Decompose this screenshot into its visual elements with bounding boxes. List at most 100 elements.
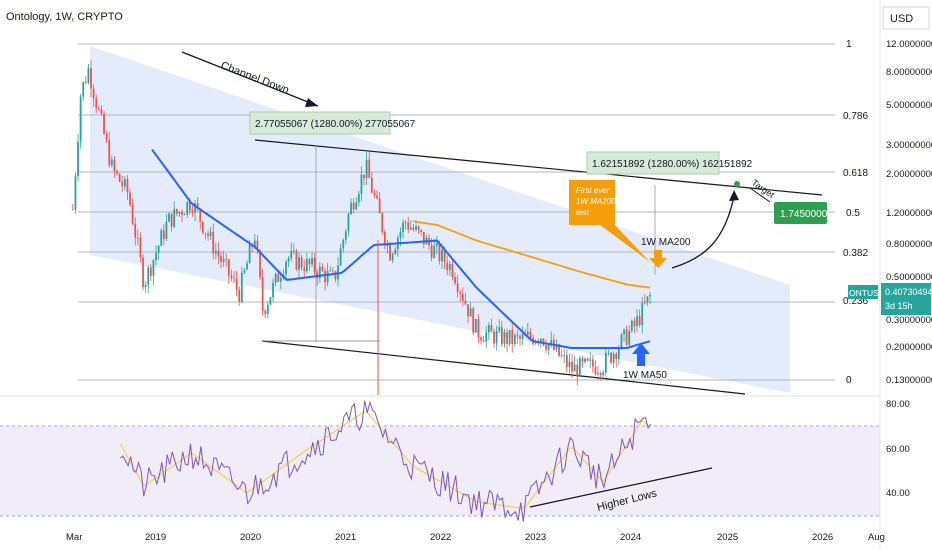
candle <box>602 372 605 376</box>
ma50-line[interactable] <box>151 148 651 349</box>
candle <box>394 249 397 255</box>
candle <box>360 174 363 194</box>
candle <box>264 310 267 315</box>
time-axis[interactable]: Mar 2019 2020 2021 2022 2023 2024 2025 2… <box>66 532 885 543</box>
candle <box>261 277 264 311</box>
candle <box>259 250 261 278</box>
price-scale[interactable] <box>880 0 932 550</box>
chart-title: Ontology, 1W, CRYPTO <box>6 11 123 23</box>
fib-label-0786: 0.786 <box>843 111 868 122</box>
candle <box>313 257 316 273</box>
channel-lower-line[interactable] <box>261 340 746 395</box>
candle <box>412 227 415 230</box>
candle <box>214 250 217 254</box>
candle <box>79 96 82 142</box>
price-tick: 0.20000000 <box>886 342 932 353</box>
candle <box>508 330 511 344</box>
channel-upper-line[interactable] <box>254 139 823 196</box>
candle <box>269 297 272 305</box>
candle <box>547 343 550 350</box>
candle <box>144 284 147 287</box>
last-price-countdown: 3d 15h <box>885 301 913 311</box>
candle <box>617 348 620 359</box>
ma200-down-arrow-icon <box>649 250 667 268</box>
candle <box>565 355 568 368</box>
candle <box>526 331 529 335</box>
candle <box>573 364 576 372</box>
rsi-band <box>0 426 880 516</box>
candle <box>152 259 155 276</box>
measure-2-box[interactable] <box>586 151 720 175</box>
ma50-up-arrow-icon <box>632 343 650 366</box>
candle <box>149 267 152 276</box>
price-tick: 0.13000000 <box>886 375 932 386</box>
candle <box>87 68 90 83</box>
price-tick: 3.00000000 <box>886 140 932 151</box>
candle <box>446 262 449 271</box>
candle <box>350 202 352 215</box>
candle <box>415 226 417 230</box>
price-tick: 1.20000000 <box>886 208 932 219</box>
last-price-tag[interactable] <box>881 283 931 315</box>
time-tick: 2020 <box>240 532 261 543</box>
candle <box>490 325 493 332</box>
candle <box>623 329 625 335</box>
projection-arrowhead <box>729 190 739 201</box>
candle <box>506 331 508 344</box>
rsi-line[interactable] <box>119 400 652 522</box>
candle <box>139 237 142 258</box>
symbol-tag-label: ONTUSD <box>849 288 885 298</box>
currency-label: USD <box>890 13 913 25</box>
price-axis-ticks: 12.00000000 8.00000000 5.00000000 3.0000… <box>886 39 932 386</box>
candle <box>84 82 87 83</box>
candle <box>555 344 558 350</box>
candle <box>649 294 651 297</box>
candle <box>318 266 321 279</box>
candle <box>636 316 638 327</box>
price-tick: 5.00000000 <box>886 100 932 111</box>
candle <box>71 209 74 210</box>
candle <box>105 133 108 140</box>
fib-label-05: 0.5 <box>846 208 860 219</box>
candle <box>344 231 347 240</box>
candle <box>586 358 589 361</box>
ma50-label: 1W MA50 <box>623 370 667 381</box>
measure-2-label: 1.62151892 (1280.00%) 162151892 <box>592 159 753 170</box>
candle <box>165 221 168 239</box>
candle <box>108 139 111 166</box>
candle <box>92 88 95 99</box>
candle <box>474 319 477 333</box>
candle <box>303 267 306 272</box>
candle <box>589 359 592 361</box>
candle <box>274 273 277 283</box>
candle <box>467 304 469 317</box>
candle <box>186 202 189 215</box>
candle <box>495 330 498 344</box>
candle <box>404 222 407 224</box>
candle <box>500 327 503 345</box>
time-tick: 2022 <box>430 532 451 543</box>
price-tick: 8.00000000 <box>886 67 932 78</box>
candle <box>131 204 134 224</box>
candle <box>90 68 92 89</box>
target-price-box[interactable] <box>774 202 827 224</box>
candle <box>170 213 173 227</box>
candle <box>82 82 85 97</box>
measure-1-box[interactable] <box>249 111 391 135</box>
candle <box>225 258 228 260</box>
ma200-callout[interactable] <box>569 180 650 262</box>
ma200-line[interactable] <box>413 220 651 289</box>
time-tick: 2025 <box>717 532 738 543</box>
callout-line-1: First ever <box>576 186 610 195</box>
currency-selector[interactable] <box>882 6 930 30</box>
candle <box>376 195 378 199</box>
candle <box>563 355 566 357</box>
rsi-tick: 80.00 <box>886 399 910 410</box>
fib-label-0382: 0.382 <box>843 248 868 259</box>
candle <box>191 210 194 213</box>
candle <box>277 273 280 282</box>
candle <box>121 181 124 187</box>
candle <box>498 327 501 331</box>
